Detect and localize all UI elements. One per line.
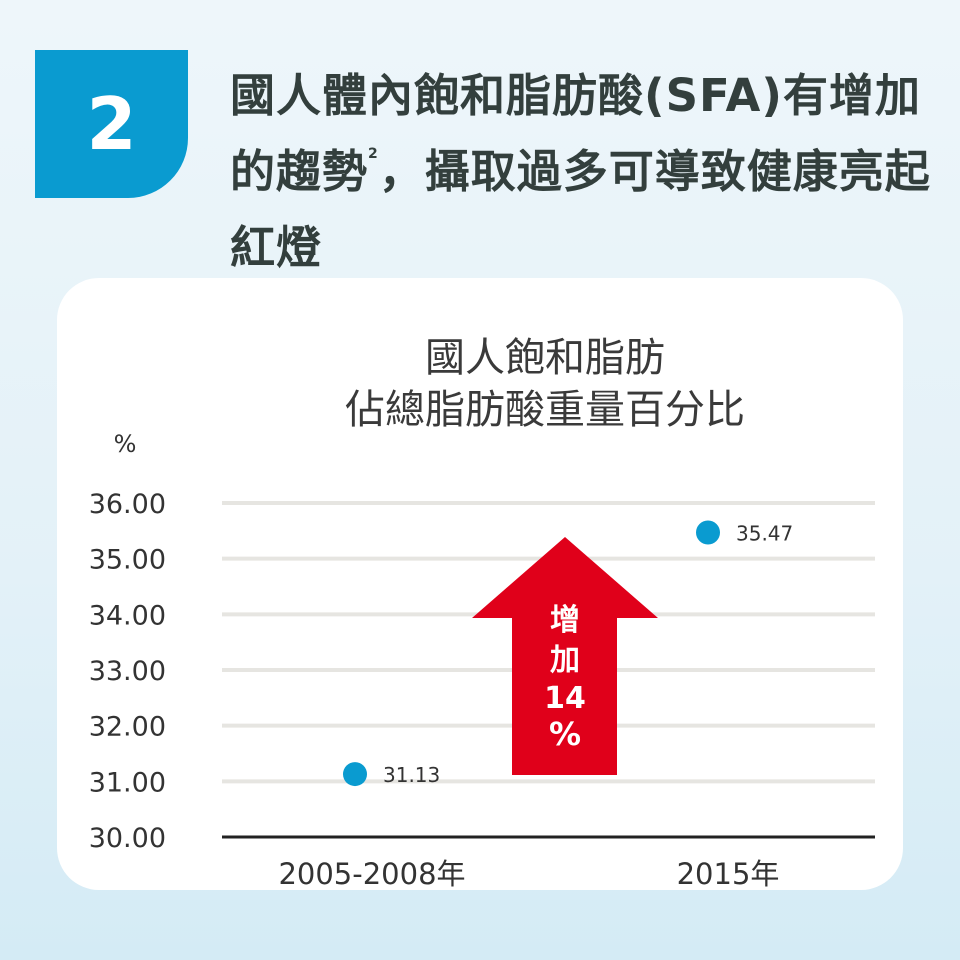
arrow-label: 增 bbox=[550, 603, 580, 638]
y-axis-label: % bbox=[114, 430, 137, 458]
data-point bbox=[696, 520, 720, 545]
headline-text: 國人體內飽和脂肪酸(SFA)有增加的趨勢 bbox=[230, 69, 921, 198]
section-number-badge: 2 bbox=[35, 50, 188, 198]
badge-number: 2 bbox=[86, 82, 137, 166]
footnote-ref: 2 bbox=[368, 146, 379, 162]
chart-title-line1: 國人飽和脂肪 bbox=[425, 335, 665, 381]
x-tick-label: 2015年 bbox=[677, 857, 780, 891]
chart-title-line2: 佔總脂肪酸重量百分比 bbox=[345, 387, 745, 433]
increase-arrow bbox=[472, 537, 658, 775]
y-tick-label: 35.00 bbox=[89, 545, 166, 576]
arrow-label: % bbox=[549, 715, 581, 753]
headline-text-cont: ，攝取過多可導致健康亮起紅燈 bbox=[230, 145, 931, 274]
data-label: 35.47 bbox=[736, 522, 793, 546]
data-label: 31.13 bbox=[383, 763, 440, 787]
y-tick-label: 33.00 bbox=[89, 656, 166, 687]
y-tick-label: 36.00 bbox=[89, 489, 166, 520]
data-point bbox=[343, 762, 367, 787]
arrow-label: 14 bbox=[544, 681, 586, 716]
y-tick-label: 32.00 bbox=[89, 712, 166, 743]
y-tick-label: 34.00 bbox=[89, 600, 166, 631]
chart-card bbox=[57, 278, 903, 890]
arrow-label: 加 bbox=[550, 643, 580, 678]
y-tick-label: 30.00 bbox=[89, 823, 166, 854]
headline: 國人體內飽和脂肪酸(SFA)有增加的趨勢2，攝取過多可導致健康亮起紅燈 bbox=[230, 58, 940, 286]
chart-title: 國人飽和脂肪 佔總脂肪酸重量百分比 bbox=[0, 332, 960, 436]
y-tick-label: 31.00 bbox=[89, 767, 166, 798]
x-tick-label: 2005-2008年 bbox=[278, 857, 465, 891]
